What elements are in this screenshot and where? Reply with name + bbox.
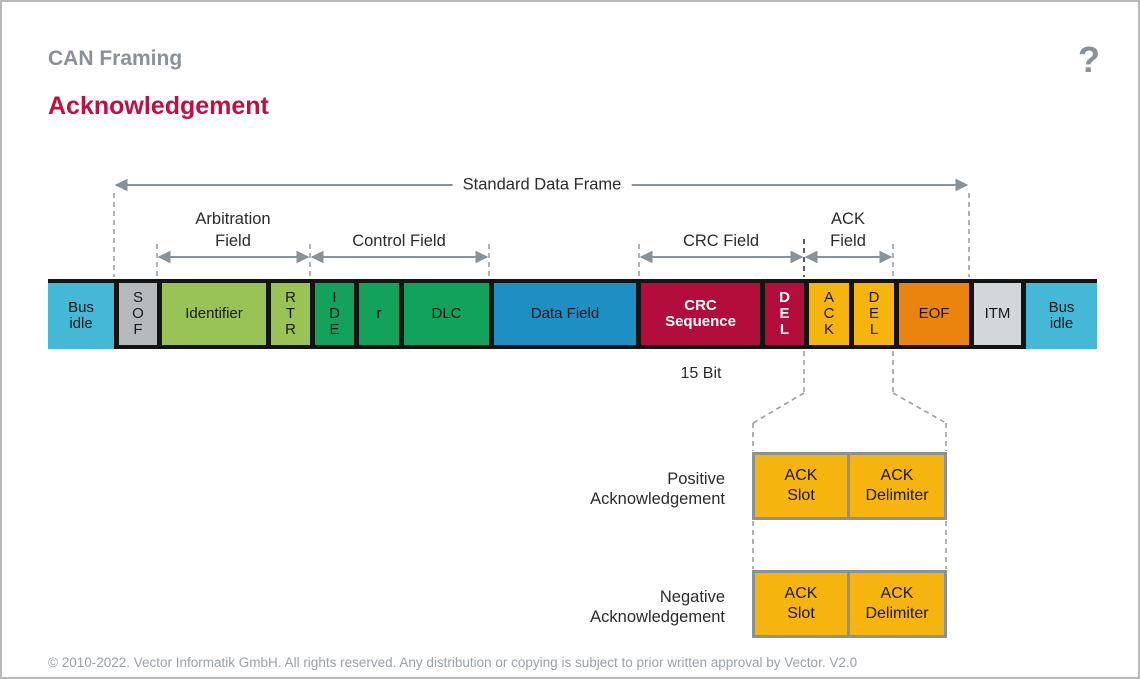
- frame-segment-dlc: DLC: [399, 279, 489, 349]
- page-title: Acknowledgement: [48, 92, 269, 120]
- frame-segment-itm: ITM: [969, 279, 1026, 349]
- negative-ack-label: Negative Acknowledgement: [590, 588, 725, 626]
- frame-segment-bus-idle-right: Bus idle: [1026, 279, 1097, 349]
- help-icon[interactable]: ?: [1078, 39, 1100, 80]
- frame-segment-sof: S O F: [114, 279, 157, 349]
- negative-ack-delimiter-box: ACK Delimiter: [847, 570, 947, 638]
- frame-segment-data-field: Data Field: [489, 279, 636, 349]
- positive-ack-delimiter-box: ACK Delimiter: [847, 452, 947, 520]
- control-field-label: Control Field: [352, 232, 446, 250]
- frame-segment-r-bit: r: [354, 279, 399, 349]
- positive-ack-slot-box: ACK Slot: [752, 452, 850, 520]
- standard-data-frame-label: Standard Data Frame: [452, 175, 632, 195]
- arbitration-field-label: Arbitration Field: [195, 210, 271, 250]
- breadcrumb: CAN Framing: [48, 47, 183, 70]
- frame-segment-ide: I D E: [310, 279, 354, 349]
- positive-ack-label: Positive Acknowledgement: [590, 470, 725, 508]
- frame-segment-rtr: R T R: [266, 279, 310, 349]
- crc-bits-label: 15 Bit: [680, 365, 722, 382]
- ack-field-label: ACK Field: [830, 210, 866, 250]
- frame-segment-ack-delimiter: D E L: [849, 279, 894, 349]
- frame-segment-eof: EOF: [894, 279, 969, 349]
- frame-segment-identifier: Identifier: [157, 279, 266, 349]
- crc-field-label: CRC Field: [682, 232, 760, 250]
- frame-segment-crc-delimiter: D E L: [760, 279, 804, 349]
- negative-ack-slot-box: ACK Slot: [752, 570, 850, 638]
- copyright-text: © 2010-2022. Vector Informatik GmbH. All…: [48, 655, 858, 670]
- frame-segment-crc-sequence: CRC Sequence: [636, 279, 760, 349]
- frame-segment-bus-idle-left: Bus idle: [48, 279, 114, 349]
- frame-segment-ack-slot: A C K: [804, 279, 849, 349]
